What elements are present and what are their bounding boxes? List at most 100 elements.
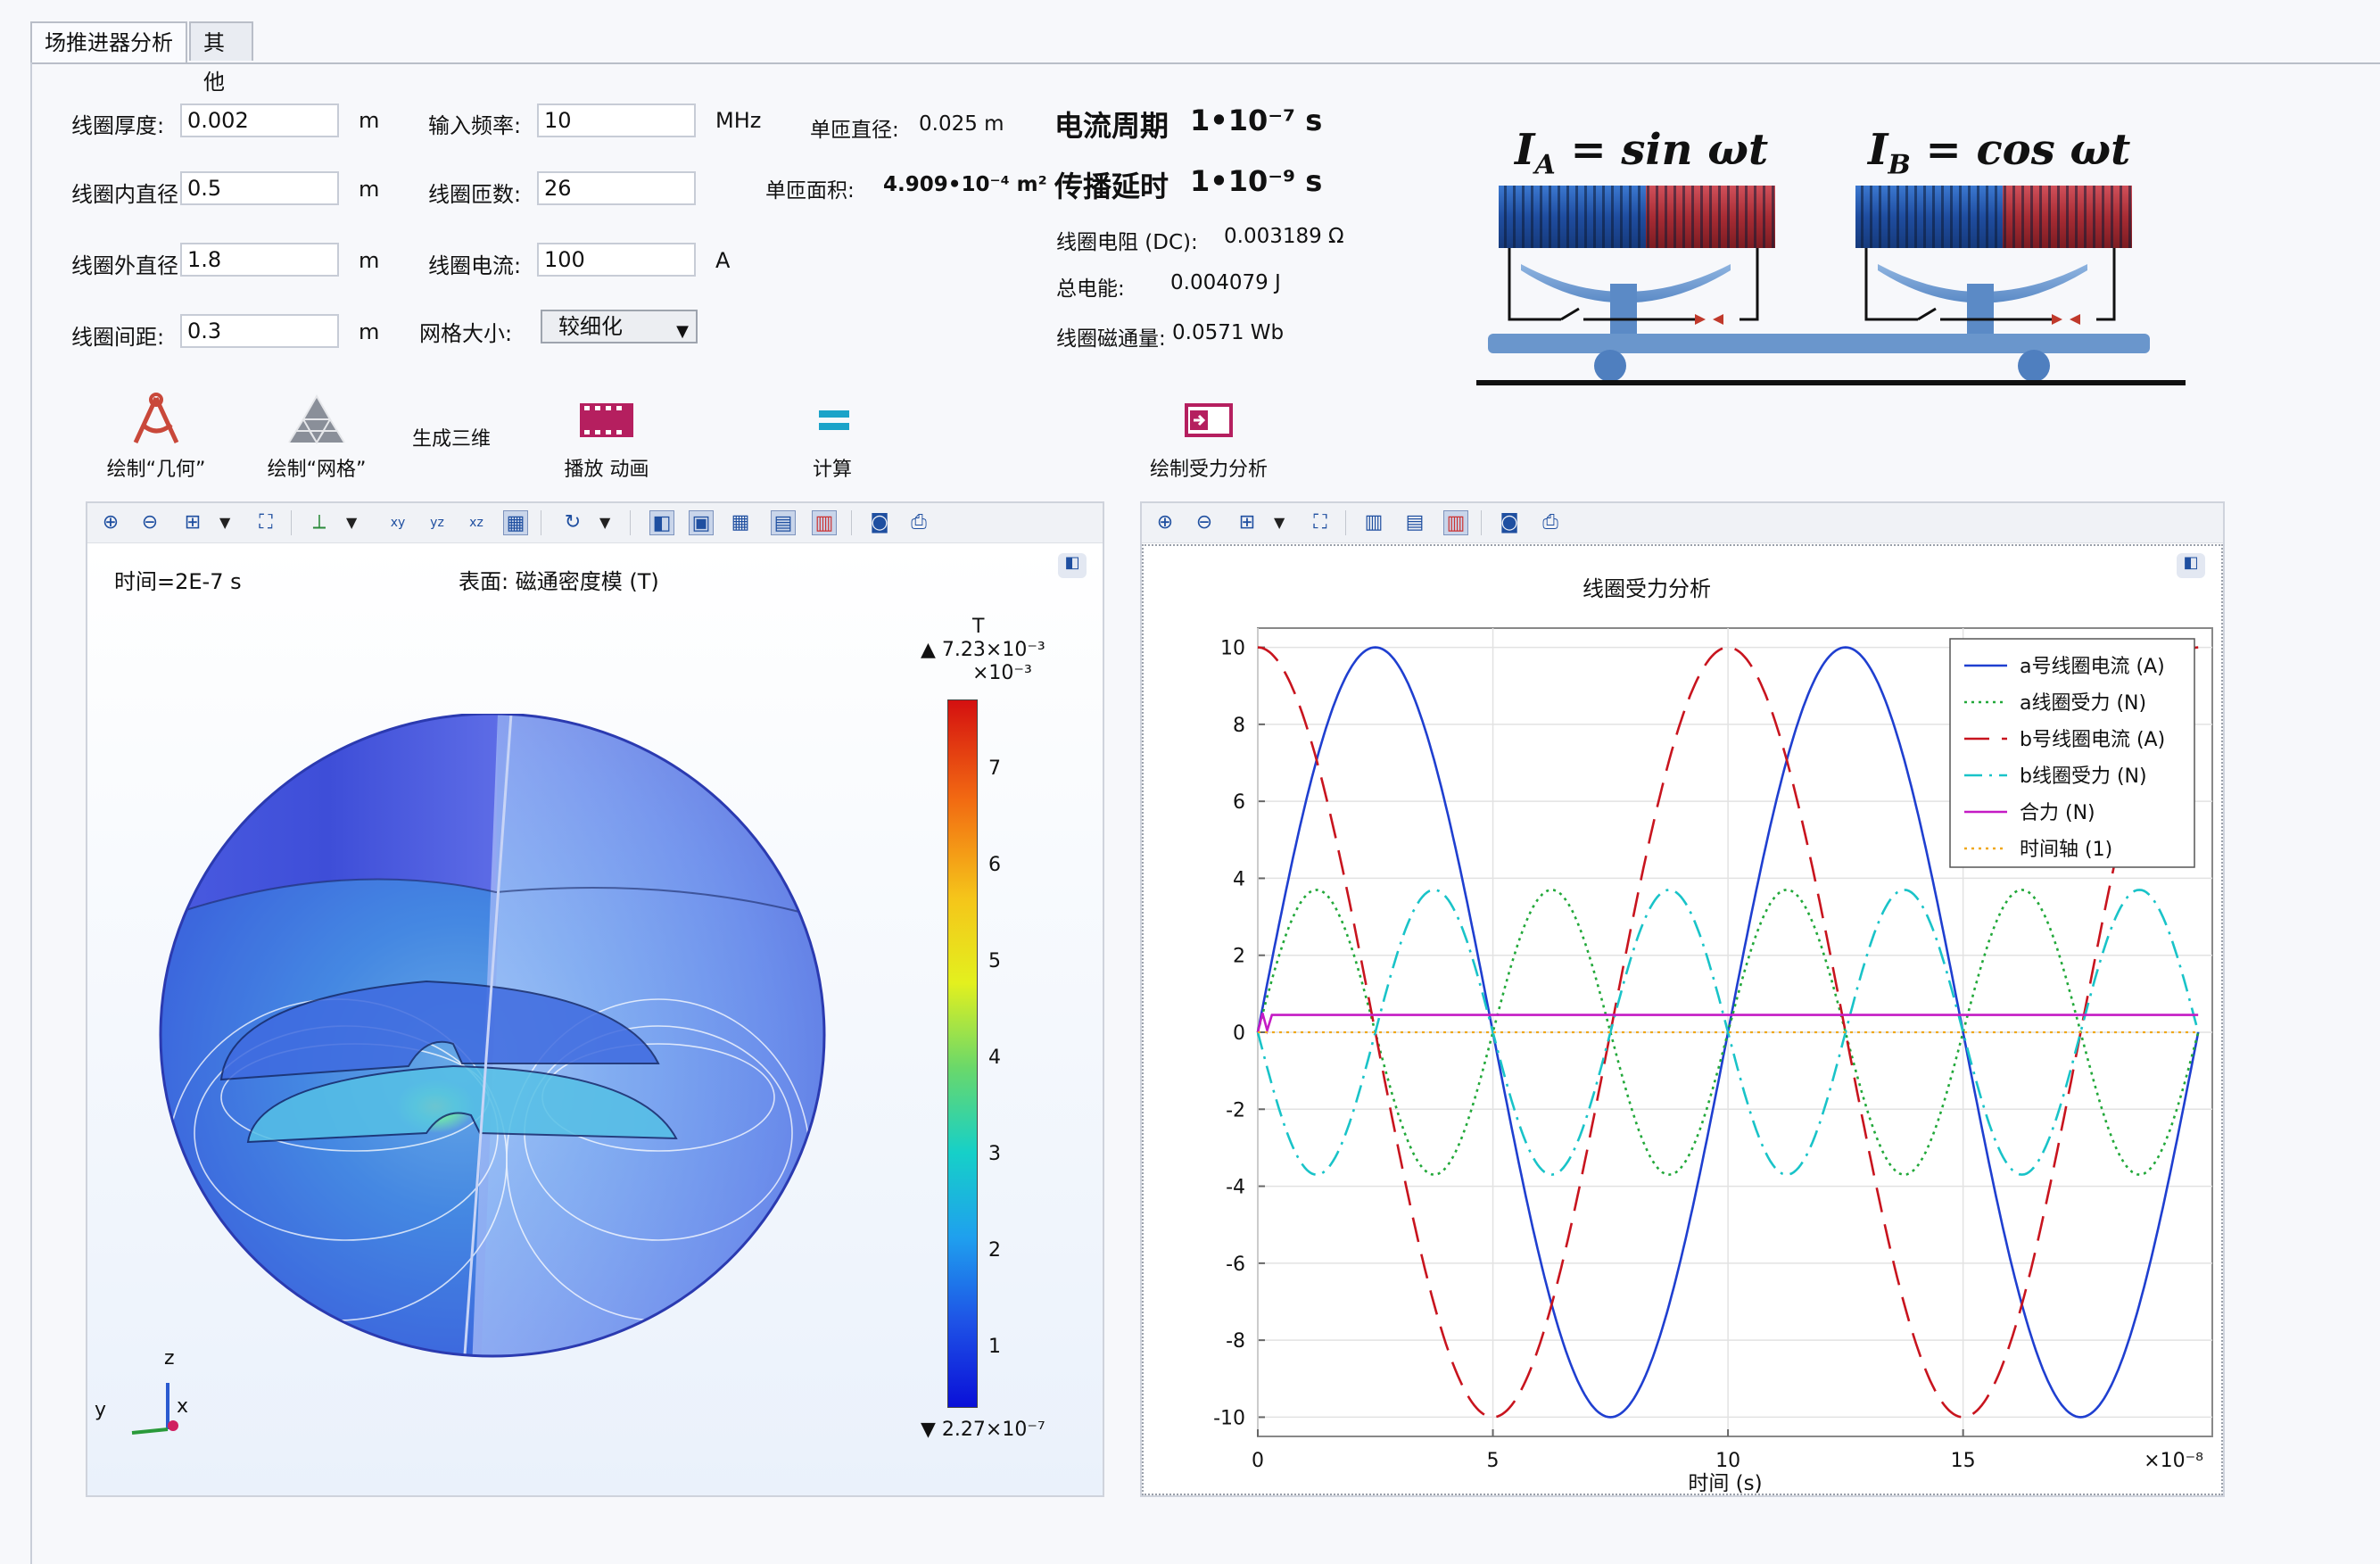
legend-label: 合力 (N) [2020, 802, 2095, 824]
chevron-down-icon: ▼ [676, 322, 689, 341]
zoom-out-icon[interactable]: ⊖ [141, 511, 159, 534]
propagation-delay-value: 1•10⁻⁹ s [1190, 164, 1323, 198]
chevron-down-icon[interactable]: ▼ [219, 514, 231, 531]
view-yz-icon[interactable]: yz [430, 516, 444, 530]
turn-diameter-value: 0.025 m [919, 112, 1004, 136]
current-period-label: 电流周期 [1054, 109, 1169, 143]
surface-label: 表面: 磁通密度模 (T) [459, 569, 659, 594]
colorbar-max: ▲ 7.23×10⁻³ [921, 639, 1045, 661]
formula-a: IA = sin ωt [1515, 125, 1769, 181]
scene-light-icon[interactable]: ◧ [649, 510, 674, 535]
compute-label: 计算 [812, 459, 852, 481]
colorbar-unit: T [972, 616, 985, 638]
outer-diameter-input[interactable]: 1.8 [180, 243, 339, 277]
grid-x-icon[interactable]: ▥ [1364, 511, 1384, 534]
chevron-down-icon[interactable]: ▼ [599, 514, 611, 531]
mesh-size-label: 网格大小: [419, 321, 513, 346]
y-tick-label: 4 [1233, 868, 1245, 890]
x-tick-label: 15 [1951, 1450, 1976, 1472]
zoom-in-icon[interactable]: ⊕ [1156, 511, 1174, 534]
mesh-size-value: 较细化 [558, 314, 623, 339]
draw-mesh-button[interactable]: 绘制“网格” [259, 391, 375, 482]
view-xy-icon[interactable]: xy [390, 516, 406, 530]
print-icon[interactable]: ⎙ [911, 511, 927, 534]
y-tick-label: 2 [1233, 946, 1245, 968]
turns-input[interactable]: 26 [537, 171, 696, 205]
legend-box [1949, 638, 2195, 868]
compute-button[interactable]: 计算 [774, 391, 890, 482]
mesh-size-select[interactable]: 较细化 ▼ [541, 310, 698, 343]
tab-other[interactable]: 其他 [189, 21, 253, 95]
legend-label: a线圈受力 (N) [2020, 692, 2146, 715]
legend-label: 时间轴 (1) [2020, 839, 2112, 861]
colorbar-scale: ×10⁻³ [972, 662, 1032, 684]
frequency-unit: MHz [715, 108, 762, 133]
zoom-in-icon[interactable]: ⊕ [102, 511, 120, 534]
inner-diameter-label: 线圈内直径: [71, 182, 186, 207]
generate-3d-button[interactable]: 生成三维 [407, 423, 496, 451]
inner-diameter-input[interactable]: 0.5 [180, 171, 339, 205]
play-animation-button[interactable]: 播放 动画 [549, 391, 665, 482]
x-tick-label: 10 [1715, 1450, 1740, 1472]
tab-field-thruster-analysis[interactable]: 场推进器分析 [30, 21, 187, 64]
rail [1488, 334, 2150, 353]
y-tick-label: -2 [1226, 1099, 1245, 1121]
formula-b: IB = cos ωt [1868, 125, 2131, 181]
legend-label: b线圈受力 (N) [2020, 765, 2147, 788]
energy-value: 0.004079 J [1170, 271, 1281, 294]
turn-area-value: 4.909•10⁻⁴ m² [883, 173, 1047, 196]
coil-gap-unit: m [359, 319, 380, 344]
camera-icon[interactable]: ◙ [870, 511, 889, 534]
y-tick-label: 0 [1233, 1022, 1245, 1045]
plot-window-icon [1185, 403, 1233, 437]
axis-z-label: z [164, 1347, 175, 1370]
wireframe-icon[interactable]: ▣ [689, 510, 714, 535]
energy-label: 总电能: [1056, 277, 1125, 301]
zoom-out-icon[interactable]: ⊖ [1195, 511, 1213, 534]
frequency-input[interactable]: 10 [537, 103, 696, 137]
time-label: 时间=2E-7 s [114, 569, 242, 594]
draw-geometry-label: 绘制“几何” [106, 459, 206, 481]
turn-diameter-label: 单匝直径: [810, 119, 899, 142]
colorbar-min: ▼ 2.27×10⁻⁷ [921, 1419, 1045, 1441]
wheel-left [1594, 350, 1626, 382]
chart-frame [1142, 544, 2223, 1495]
zoom-box-icon[interactable]: ⊞ [184, 511, 202, 534]
magnet-core-right [1878, 264, 2087, 303]
camera-icon[interactable]: ◙ [1500, 511, 1519, 534]
inner-diameter-unit: m [359, 177, 380, 202]
flux-label: 线圈磁通量: [1056, 327, 1166, 351]
y-tick-label: -8 [1226, 1330, 1245, 1353]
zoom-extents-icon[interactable]: ⛶ [1313, 511, 1327, 534]
show-legends-icon[interactable]: ▥ [1443, 510, 1468, 535]
draw-geometry-button[interactable]: 绘制“几何” [98, 391, 214, 482]
app-logo-icon: ◧ [2177, 553, 2205, 578]
grid-icon[interactable]: ▦ [731, 511, 750, 534]
zoom-box-icon[interactable]: ⊞ [1238, 511, 1256, 534]
coil-schematic [1476, 186, 2186, 385]
show-legends-icon[interactable]: ▤ [771, 510, 796, 535]
view-xz-icon[interactable]: xz [469, 516, 483, 530]
transparency-icon[interactable]: ▦ [503, 510, 528, 535]
zoom-extents-icon[interactable]: ⛶ [259, 511, 273, 534]
x-tick-label: 5 [1487, 1450, 1500, 1472]
y-tick-label: -10 [1213, 1407, 1245, 1429]
coil-gap-label: 线圈间距: [71, 325, 165, 350]
x-tick-label: 0 [1252, 1450, 1264, 1472]
colorbar-tick: 6 [988, 854, 1001, 876]
chevron-down-icon[interactable]: ▼ [346, 514, 358, 531]
coil-gap-input[interactable]: 0.3 [180, 314, 339, 348]
rotate-icon[interactable]: ↻ [564, 511, 582, 534]
colorbar-tick: 3 [988, 1143, 1001, 1165]
draw-force-analysis-label: 绘制受力分析 [1149, 459, 1268, 481]
color-legend-icon[interactable]: ▥ [812, 510, 837, 535]
thickness-label: 线圈厚度: [71, 113, 165, 138]
current-unit: A [715, 248, 731, 273]
current-input[interactable]: 100 [537, 243, 696, 277]
grid-y-icon[interactable]: ▤ [1405, 511, 1425, 534]
axes-icon[interactable]: ⟂ [312, 511, 326, 534]
draw-force-analysis-button[interactable]: 绘制受力分析 [1142, 391, 1276, 482]
print-icon[interactable]: ⎙ [1542, 511, 1558, 534]
thickness-input[interactable]: 0.002 [180, 103, 339, 137]
chevron-down-icon[interactable]: ▼ [1274, 514, 1285, 531]
